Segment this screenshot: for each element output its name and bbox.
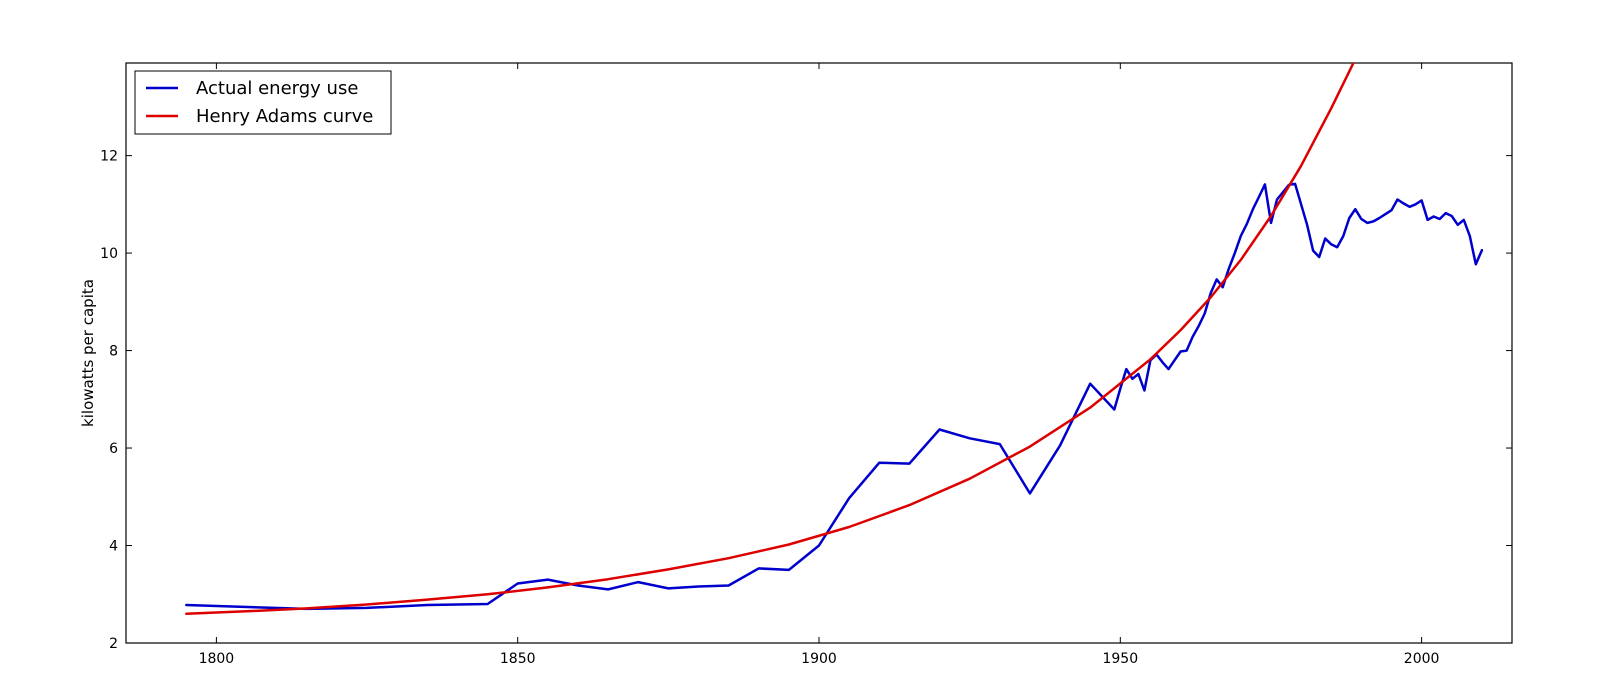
y-tick-label: 4	[109, 539, 118, 555]
legend-label-henry-adams-curve: Henry Adams curve	[196, 106, 373, 127]
legend-box	[134, 70, 392, 135]
x-tick-label: 2000	[1404, 651, 1440, 667]
legend-label-actual-energy-use: Actual energy use	[196, 78, 358, 99]
legend: Actual energy use Henry Adams curve	[134, 70, 392, 135]
series-line-henry-adams-curve	[185, 63, 1355, 616]
x-tick-label: 1850	[500, 651, 536, 667]
y-tick-label: 10	[100, 246, 118, 262]
series-line-actual-energy-use	[185, 182, 1484, 611]
x-axis: 1800 1850 1900 1950 2000	[199, 63, 1440, 667]
series-layer	[185, 63, 1484, 616]
y-tick-label: 2	[109, 636, 118, 652]
plot-area-frame	[125, 62, 1513, 644]
y-tick-label: 8	[109, 344, 118, 360]
x-tick-label: 1900	[801, 651, 837, 667]
x-tick-label: 1950	[1102, 651, 1138, 667]
y-tick-label: 6	[109, 441, 118, 457]
y-axis: 2 4 6 8 10 12	[100, 149, 1512, 652]
y-tick-label: 12	[100, 149, 118, 165]
y-axis-label: kilowatts per capita	[79, 279, 97, 427]
x-tick-label: 1800	[199, 651, 235, 667]
